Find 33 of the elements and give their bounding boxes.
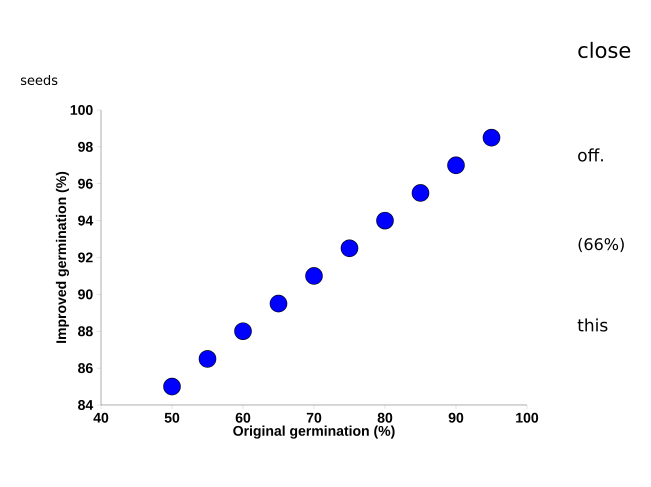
x-tick-label: 90 (448, 412, 464, 423)
y-tick-label: 88 (78, 326, 93, 336)
point (340, 239, 358, 258)
point (482, 128, 500, 146)
y-tick-label: 84 (78, 400, 94, 410)
x-tick-label: 80 (378, 412, 392, 423)
point (305, 267, 323, 285)
x-tick-label: 100 (516, 412, 538, 423)
point (412, 184, 430, 202)
text: this (578, 318, 608, 332)
text: close (578, 42, 630, 58)
y-tick-label: 94 (78, 216, 94, 226)
point (198, 350, 216, 368)
x-axis-title: Original germination (%) (233, 426, 395, 439)
point (234, 322, 252, 340)
y-axis-title: Improved germination (%) (56, 172, 69, 343)
y-tick-label: 86 (78, 363, 93, 374)
y-tick-label: 100 (70, 105, 93, 115)
x-tick-label: 40 (93, 412, 108, 423)
point (270, 294, 288, 312)
point (163, 378, 181, 396)
y-tick-label: 92 (78, 252, 93, 262)
x-tick-label: 60 (236, 412, 250, 423)
y-tick-label: 90 (78, 289, 93, 300)
point (447, 156, 465, 174)
y-tick-label: 98 (78, 142, 93, 152)
point (376, 212, 394, 230)
x-tick-label: 50 (164, 412, 180, 423)
text: off. (578, 148, 603, 162)
x-tick-label: 70 (306, 412, 322, 423)
y-tick-label: 96 (78, 178, 93, 189)
text: (66%) (578, 238, 624, 252)
text: seeds (20, 74, 58, 86)
